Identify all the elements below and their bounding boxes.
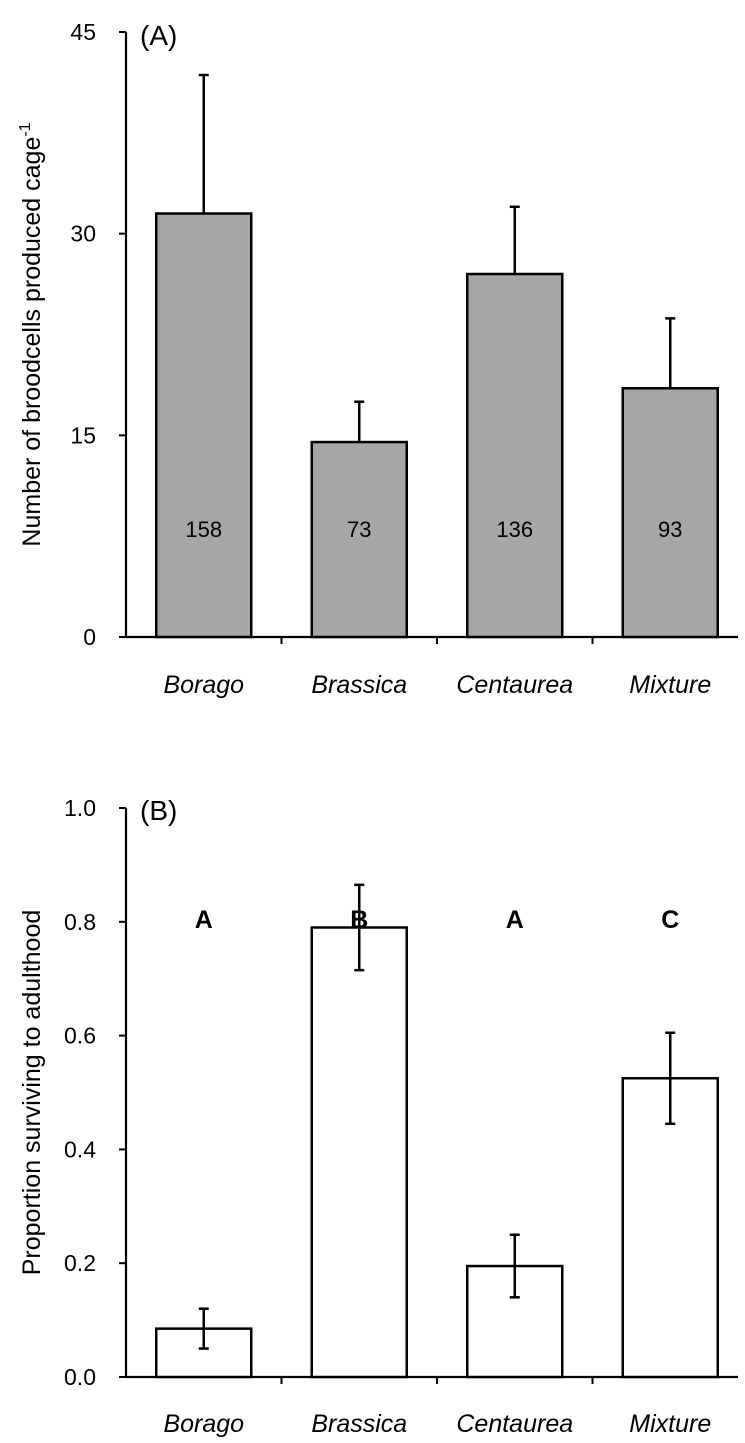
panel-a-y-tick-label: 15 — [70, 422, 96, 448]
panel-b-significance-letter: C — [661, 906, 679, 934]
panel-a-y-axis-title: Number of broodcells produced cage-1 — [17, 122, 46, 546]
panel-b-y-tick-label: 1.0 — [64, 795, 96, 821]
panel-a-y-tick-label: 0 — [83, 624, 96, 650]
panel-b-y-tick-label: 0.8 — [64, 909, 96, 935]
panel-b-category-label: Borago — [163, 1410, 244, 1438]
panel-a-category-label: Borago — [163, 671, 244, 699]
panel-a-y-axis-title-superscript: -1 — [17, 122, 34, 136]
panel-a-bar-count-label: 158 — [185, 517, 222, 542]
panel-b-significance-letter: A — [195, 906, 213, 934]
panel-b-category-label: Brassica — [311, 1410, 407, 1438]
panel-a-category-label: Brassica — [311, 671, 407, 699]
panel-b-significance-letter: B — [350, 906, 368, 934]
panel-a-bar-count-label: 73 — [347, 517, 371, 542]
panel-a-category-label: Centaurea — [456, 671, 573, 699]
panel-a-bar — [310, 440, 408, 639]
panel-a-bar-count-label: 136 — [496, 517, 533, 542]
panel-a-bar-count-label: 93 — [658, 517, 682, 542]
panel-a-label: (A) — [140, 20, 177, 51]
panel-b-label: (B) — [140, 795, 177, 826]
panel-b-category-label: Centaurea — [456, 1410, 573, 1438]
panel-b-significance-letter: A — [506, 906, 524, 934]
panel-b-bar — [621, 1077, 719, 1379]
panel-b-bar — [310, 926, 408, 1379]
panel-b-category-label: Mixture — [629, 1410, 711, 1438]
panel-b-y-axis-title-text: Proportion surviving to adulthood — [18, 910, 46, 1276]
panel-a-y-tick-label: 30 — [70, 221, 96, 247]
panel-b-y-axis-title: Proportion surviving to adulthood — [18, 910, 46, 1276]
panel-a-y-axis-title-text: Number of broodcells produced cage — [18, 137, 46, 547]
panel-a-chart: 0 15 30 45 Borago 158 Brassica 73 Centaurea 136 Mi… — [17, 19, 738, 699]
panel-a-category-label: Mixture — [629, 671, 711, 699]
panel-b-y-tick-label: 0.4 — [64, 1136, 96, 1162]
panel-b-y-tick-label: 0.0 — [64, 1364, 96, 1390]
panel-b-y-tick-label: 0.6 — [64, 1023, 96, 1049]
panel-a-bar — [466, 272, 564, 639]
panel-a-y-tick-label: 45 — [70, 19, 96, 45]
panel-a-bar — [155, 212, 253, 639]
panel-a-bar — [621, 387, 719, 639]
panel-b-y-tick-label: 0.2 — [64, 1250, 96, 1276]
panel-b-chart: 0.0 0.2 0.4 0.6 0.8 1.0 Borago A Brassica B Centau… — [18, 795, 738, 1438]
